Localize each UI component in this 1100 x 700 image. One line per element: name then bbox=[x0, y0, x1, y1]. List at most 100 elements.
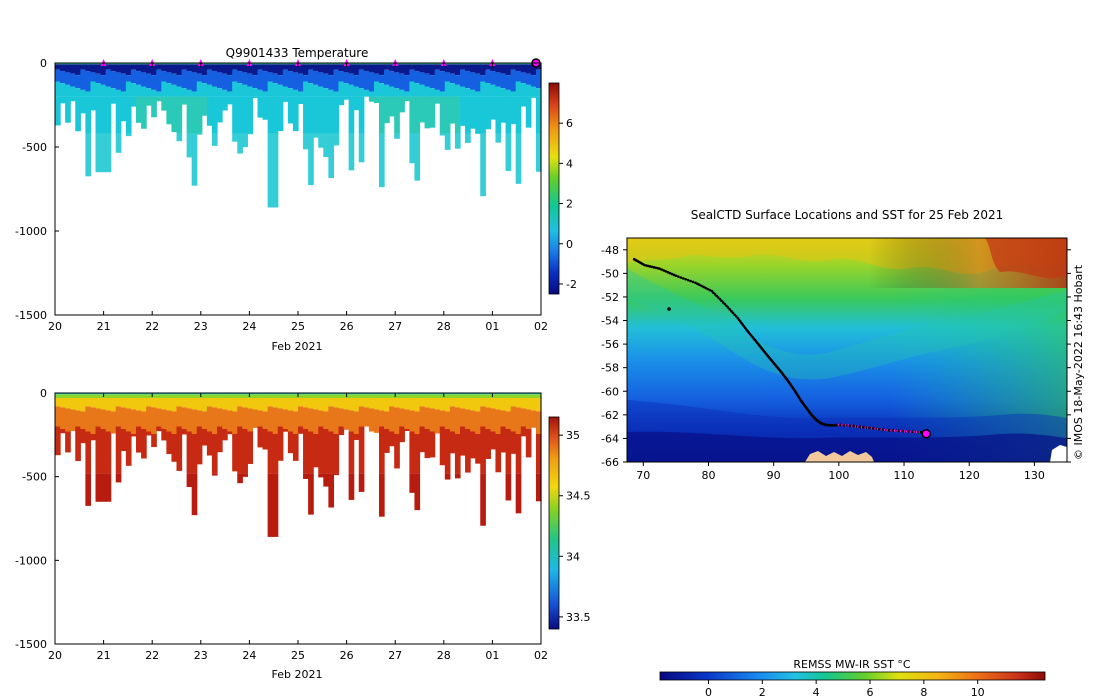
profile-cell bbox=[85, 394, 92, 399]
profile-cell bbox=[252, 64, 259, 76]
profile-cell bbox=[409, 133, 416, 164]
y-tick-label: -1000 bbox=[15, 225, 47, 238]
profile-cell bbox=[257, 69, 264, 90]
profile-cell bbox=[227, 410, 233, 432]
profile-cell bbox=[358, 394, 365, 399]
profile-cell bbox=[242, 398, 248, 408]
profile-cell bbox=[389, 64, 395, 72]
profile-cell bbox=[429, 408, 436, 432]
profile-cell bbox=[379, 393, 385, 395]
profile-cell bbox=[414, 394, 421, 399]
profile-cell bbox=[525, 428, 532, 458]
profile-cell bbox=[232, 64, 238, 70]
profile-cell bbox=[217, 398, 223, 409]
profile-cell bbox=[419, 394, 426, 399]
profile-cell bbox=[186, 431, 193, 474]
profile-cell bbox=[424, 64, 431, 74]
profile-cell bbox=[439, 398, 446, 411]
profile-cell bbox=[363, 89, 370, 97]
profile-cell bbox=[318, 86, 324, 97]
profile-cell bbox=[525, 63, 532, 65]
profile-cell bbox=[55, 96, 61, 126]
profile-cell bbox=[75, 393, 81, 395]
profile-cell bbox=[186, 398, 193, 409]
track-point bbox=[718, 297, 722, 301]
profile-cell bbox=[237, 473, 243, 484]
profile-cell bbox=[480, 406, 486, 427]
profile-cell bbox=[323, 73, 329, 89]
profile-cell bbox=[303, 133, 309, 150]
profile-cell bbox=[303, 394, 309, 399]
profile-cell bbox=[191, 393, 198, 395]
profile-cell bbox=[444, 473, 451, 480]
x-tick-label: 23 bbox=[194, 320, 208, 333]
profile-cell bbox=[348, 63, 355, 65]
profile-cell bbox=[186, 408, 193, 432]
profile-cell bbox=[90, 407, 97, 434]
profile-cell bbox=[530, 75, 537, 87]
profile-cell bbox=[176, 86, 183, 97]
x-tick-label: 21 bbox=[97, 320, 111, 333]
profile-cell bbox=[242, 64, 248, 73]
profile-cell bbox=[110, 71, 117, 89]
profile-cell bbox=[343, 72, 350, 84]
profile-cell bbox=[110, 411, 117, 434]
profile-cell bbox=[495, 434, 502, 473]
profile-cell bbox=[75, 88, 81, 97]
map-y-tick-label: -50 bbox=[601, 267, 619, 280]
profile-cell bbox=[424, 73, 431, 87]
profile-cell bbox=[136, 84, 142, 97]
profile-cell bbox=[470, 64, 476, 73]
profile-cell bbox=[318, 393, 324, 395]
track-point bbox=[734, 315, 738, 318]
profile-cell bbox=[237, 63, 243, 65]
map-y-tick-label: -54 bbox=[601, 315, 619, 328]
profile-cell bbox=[227, 75, 233, 92]
profile-cell bbox=[318, 96, 324, 134]
colorbar-tick-label: 0 bbox=[566, 238, 573, 251]
track-point bbox=[716, 296, 720, 299]
profile-cell bbox=[166, 410, 173, 432]
profile-cell bbox=[120, 393, 127, 395]
profile-cell bbox=[414, 63, 421, 65]
profile-cell bbox=[125, 81, 132, 97]
x-tick-label: 02 bbox=[534, 320, 548, 333]
profile-cell bbox=[100, 133, 107, 173]
profile-cell bbox=[353, 86, 360, 97]
profile-cell bbox=[267, 72, 274, 82]
profile-cell bbox=[333, 64, 340, 70]
profile-cell bbox=[399, 393, 405, 395]
profile-cell bbox=[515, 63, 522, 65]
profile-cell bbox=[272, 83, 279, 97]
profile-cell bbox=[470, 394, 476, 399]
map-x-tick-label: 90 bbox=[767, 469, 781, 482]
profile-cell bbox=[282, 86, 289, 97]
profile-cell bbox=[515, 398, 522, 408]
profile-cell bbox=[414, 411, 421, 434]
profile-cell bbox=[333, 473, 340, 476]
profile-cell bbox=[368, 63, 375, 65]
profile-cell bbox=[257, 393, 264, 395]
profile-cell bbox=[242, 428, 248, 474]
salinity-section-data bbox=[55, 393, 542, 537]
colorbar-tick-label: 6 bbox=[566, 117, 573, 130]
profile-cell bbox=[65, 84, 71, 97]
profile-cell bbox=[206, 63, 213, 65]
profile-cell bbox=[480, 133, 486, 197]
colorbar-tick-label: 34 bbox=[566, 550, 580, 563]
profile-cell bbox=[181, 428, 188, 435]
profile-cell bbox=[343, 83, 350, 97]
profile-cell bbox=[454, 434, 461, 474]
profile-cell bbox=[449, 406, 456, 432]
profile-cell bbox=[136, 63, 142, 65]
profile-cell bbox=[313, 71, 319, 85]
profile-cell bbox=[490, 408, 497, 432]
profile-cell bbox=[115, 63, 122, 65]
profile-cell bbox=[449, 394, 456, 399]
profile-cell bbox=[313, 64, 319, 72]
profile-cell bbox=[100, 398, 107, 410]
profile-cell bbox=[166, 398, 173, 411]
map-x-tick-label: 110 bbox=[894, 469, 915, 482]
profile-cell bbox=[439, 96, 446, 134]
track-point bbox=[725, 304, 728, 308]
